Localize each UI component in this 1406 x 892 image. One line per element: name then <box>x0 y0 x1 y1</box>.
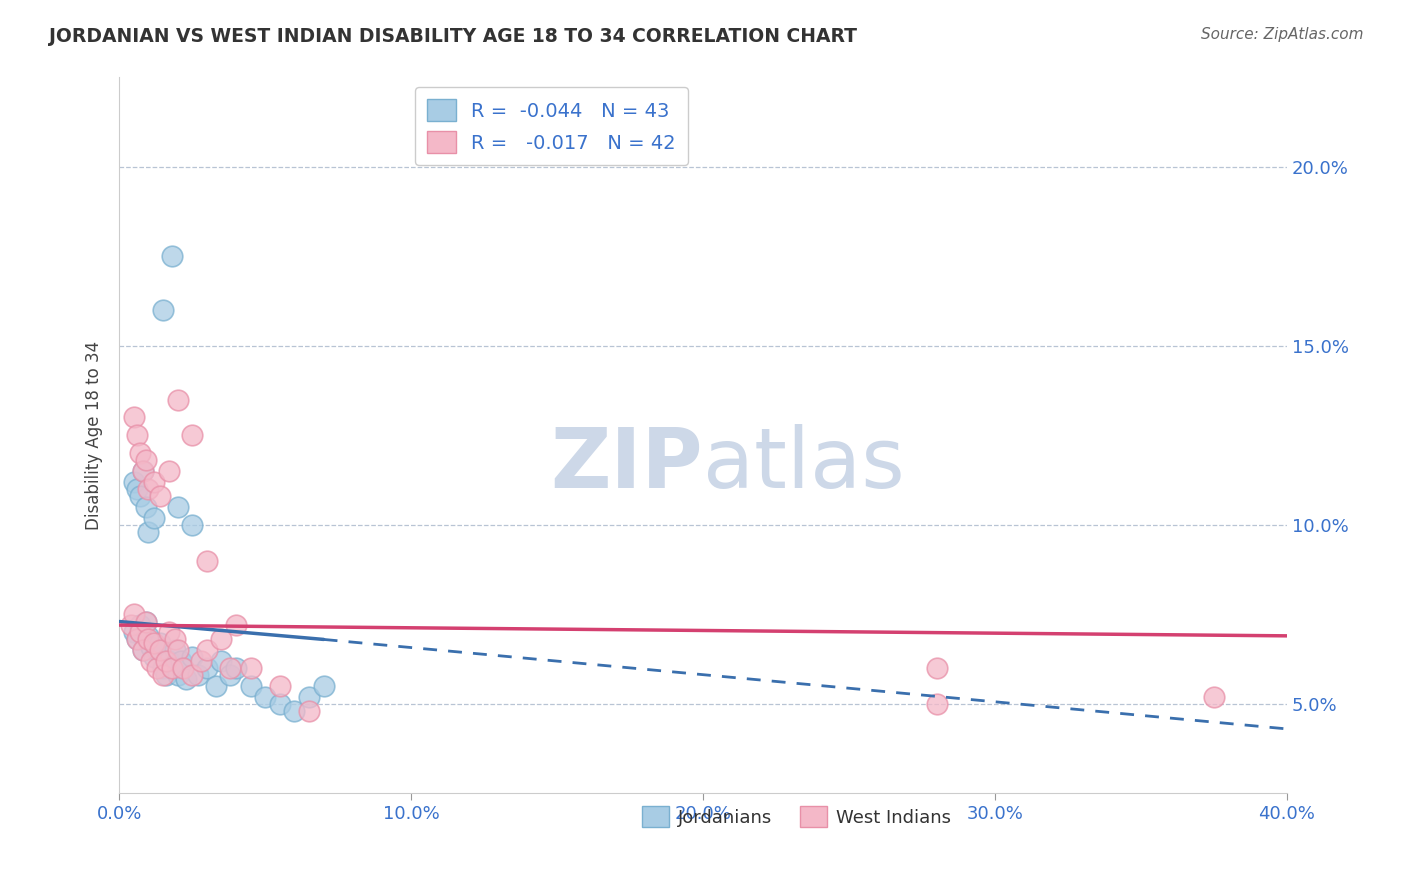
Point <box>219 668 242 682</box>
Point <box>122 625 145 640</box>
Point <box>138 632 160 647</box>
Point <box>925 661 948 675</box>
Point <box>149 643 172 657</box>
Point <box>298 690 321 704</box>
Point <box>125 428 148 442</box>
Point <box>143 650 166 665</box>
Point <box>181 650 204 665</box>
Point <box>181 668 204 682</box>
Point <box>146 643 169 657</box>
Point <box>135 615 157 629</box>
Point <box>269 679 291 693</box>
Point <box>128 489 150 503</box>
Point <box>195 661 218 675</box>
Point <box>160 661 183 675</box>
Point <box>152 661 174 675</box>
Point <box>312 679 335 693</box>
Point <box>269 697 291 711</box>
Point <box>166 668 188 682</box>
Point <box>157 654 180 668</box>
Point <box>166 392 188 407</box>
Point <box>131 464 153 478</box>
Point <box>138 629 160 643</box>
Point <box>195 554 218 568</box>
Point <box>209 654 232 668</box>
Point <box>157 625 180 640</box>
Point <box>925 697 948 711</box>
Point <box>141 640 163 654</box>
Point <box>149 636 172 650</box>
Point <box>135 453 157 467</box>
Point <box>125 632 148 647</box>
Text: JORDANIAN VS WEST INDIAN DISABILITY AGE 18 TO 34 CORRELATION CHART: JORDANIAN VS WEST INDIAN DISABILITY AGE … <box>49 27 858 45</box>
Point <box>254 690 277 704</box>
Point <box>219 661 242 675</box>
Text: atlas: atlas <box>703 424 905 505</box>
Point <box>187 668 209 682</box>
Point <box>204 679 226 693</box>
Point <box>120 618 142 632</box>
Point <box>169 654 191 668</box>
Point <box>166 643 188 657</box>
Point <box>152 303 174 318</box>
Point <box>125 482 148 496</box>
Point <box>128 625 150 640</box>
Point <box>173 661 195 675</box>
Point <box>190 654 212 668</box>
Point <box>122 475 145 489</box>
Point <box>160 661 183 675</box>
Point <box>141 654 163 668</box>
Text: Source: ZipAtlas.com: Source: ZipAtlas.com <box>1201 27 1364 42</box>
Point <box>155 654 177 668</box>
Point <box>138 524 160 539</box>
Point <box>149 489 172 503</box>
Point <box>138 482 160 496</box>
Point <box>195 643 218 657</box>
Point <box>173 661 195 675</box>
Point <box>209 632 232 647</box>
Point <box>239 661 262 675</box>
Point <box>152 668 174 682</box>
Point <box>176 672 198 686</box>
Point <box>166 500 188 514</box>
Point <box>160 249 183 263</box>
Point <box>181 517 204 532</box>
Point <box>283 704 305 718</box>
Point <box>143 475 166 489</box>
Point <box>163 632 186 647</box>
Point <box>225 661 247 675</box>
Point <box>225 618 247 632</box>
Point <box>125 632 148 647</box>
Point <box>131 643 153 657</box>
Point <box>122 607 145 622</box>
Point <box>155 668 177 682</box>
Point <box>135 500 157 514</box>
Point <box>1202 690 1225 704</box>
Point <box>122 410 145 425</box>
Point <box>157 464 180 478</box>
Point <box>128 446 150 460</box>
Point <box>135 615 157 629</box>
Point <box>143 510 166 524</box>
Point <box>128 618 150 632</box>
Point <box>146 661 169 675</box>
Point <box>239 679 262 693</box>
Text: ZIP: ZIP <box>551 424 703 505</box>
Y-axis label: Disability Age 18 to 34: Disability Age 18 to 34 <box>86 341 103 530</box>
Point <box>181 428 204 442</box>
Point <box>298 704 321 718</box>
Legend: Jordanians, West Indians: Jordanians, West Indians <box>636 799 957 834</box>
Point <box>131 464 153 478</box>
Point <box>163 643 186 657</box>
Point <box>143 636 166 650</box>
Point <box>131 643 153 657</box>
